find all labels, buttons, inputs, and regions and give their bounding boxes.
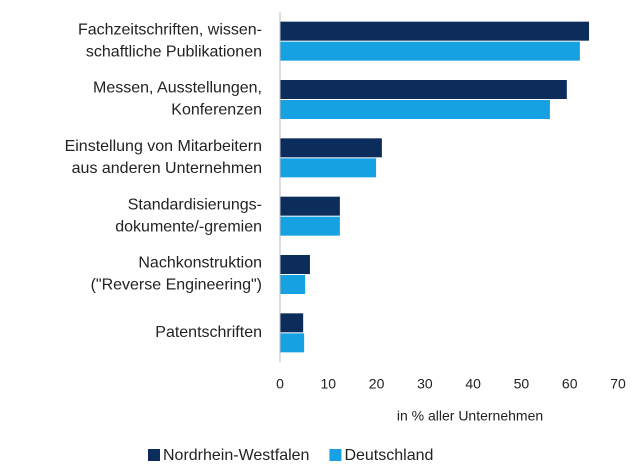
- y-tick-label: dokumente/-gremien: [115, 218, 262, 235]
- y-tick-label: Nachkonstruktion: [138, 255, 262, 272]
- legend-swatch: [148, 449, 160, 461]
- x-tick-label: 60: [562, 376, 578, 392]
- bar: [280, 255, 310, 274]
- legend-label: Nordrhein-Westfalen: [163, 447, 309, 464]
- legend-swatch: [329, 449, 342, 461]
- bar: [280, 313, 304, 333]
- bar: [280, 80, 567, 99]
- x-tick-label: 0: [276, 376, 284, 392]
- bar: [280, 333, 305, 353]
- y-tick-label: schaftliche Publikationen: [86, 43, 262, 60]
- bar: [280, 100, 550, 119]
- bar: [280, 216, 340, 236]
- bar: [280, 138, 382, 158]
- y-tick-label: Messen, Ausstellungen,: [93, 80, 262, 97]
- bar: [280, 275, 306, 294]
- x-tick-label: 20: [369, 376, 385, 392]
- y-tick-label: Standardisierungs-: [128, 196, 262, 213]
- y-tick-label: Fachzeitschriften, wissen-: [78, 21, 262, 38]
- y-tick-label: aus anderen Unternehmen: [72, 160, 262, 177]
- legend-label: Deutschland: [344, 447, 433, 464]
- x-tick-label: 30: [417, 376, 433, 392]
- bar: [280, 41, 580, 61]
- x-tick-label: 10: [320, 376, 336, 392]
- y-tick-label: Einstellung von Mitarbeitern: [65, 138, 262, 155]
- x-axis-label: in % aller Unternehmen: [397, 408, 543, 424]
- y-tick-label: Patentschriften: [155, 324, 262, 341]
- y-tick-label: ("Reverse Engineering"): [91, 277, 262, 294]
- bar: [280, 196, 340, 216]
- x-tick-label: 50: [514, 376, 530, 392]
- bar: [280, 158, 377, 178]
- bar: [280, 21, 590, 41]
- x-tick-label: 40: [465, 376, 481, 392]
- y-tick-label: Konferenzen: [171, 102, 262, 119]
- x-tick-label: 70: [610, 376, 626, 392]
